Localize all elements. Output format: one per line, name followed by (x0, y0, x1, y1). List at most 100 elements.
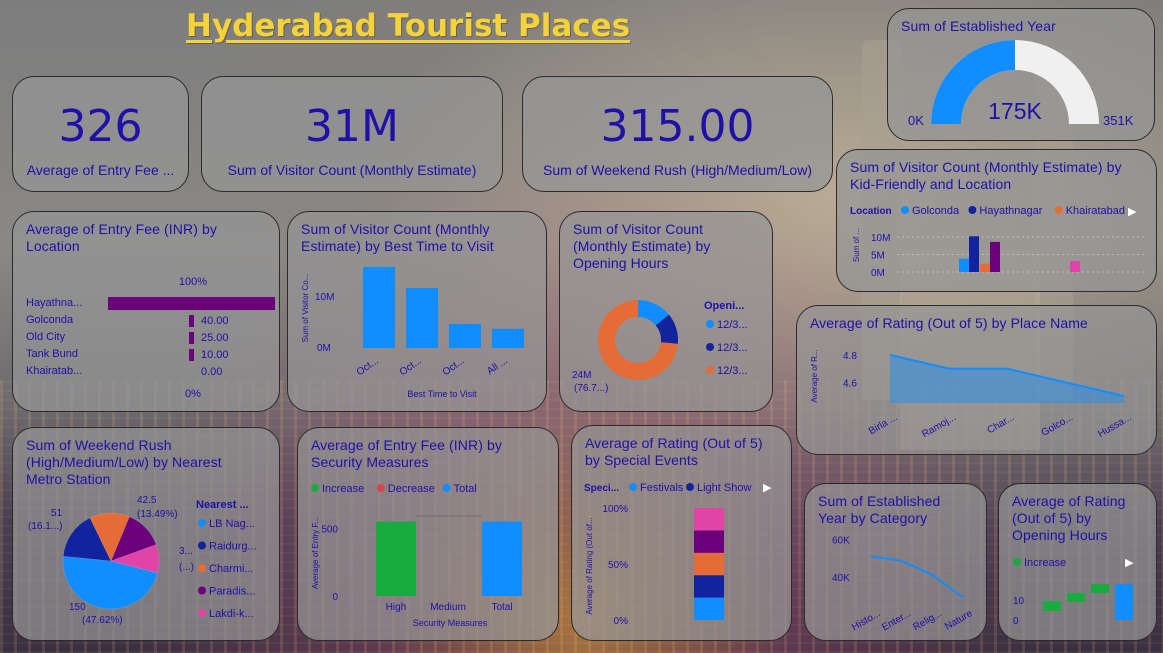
bar (363, 267, 395, 348)
pie-slice (89, 512, 130, 562)
pie-chart: 150 (47.62%) 51 (16.1...) 42.5 (13.49%) 3... (.… (28, 495, 257, 626)
chart-card-entry-fee-by-location[interactable]: Average of Entry Fee (INR) by Location 1… (12, 211, 280, 412)
kpi-value: 315.00 (600, 101, 755, 152)
pie-slice (110, 544, 160, 574)
data-label: 3... (179, 546, 193, 557)
legend-label: Increase (1024, 557, 1066, 569)
legend-dot (1054, 206, 1063, 214)
chart-card-rating-by-place[interactable]: Average of Rating (Out of 5) by Place Na… (796, 305, 1157, 455)
data-label: 0.00 (201, 366, 222, 378)
category-label: Hayathna... (26, 297, 82, 309)
stacked-segment (694, 552, 724, 576)
y-tick-label: 0M (871, 268, 885, 279)
waterfall-step (1043, 601, 1061, 611)
horizontal-bar-chart: 100% 0% Hayathna... Golconda 40.00 Old City 25… (26, 276, 275, 400)
legend-label: Lakdi-k... (209, 608, 254, 620)
data-label-percent: (76.7...) (574, 383, 608, 394)
stacked-segment (694, 575, 724, 598)
y-tick-label: 0M (317, 343, 331, 354)
axis-percent-bottom: 0% (185, 388, 201, 400)
chart-card-visitors-by-kid-friendly[interactable]: Sum of Visitor Count (Monthly Estimate) … (836, 149, 1157, 292)
x-axis-title: Best Time to Visit (407, 389, 477, 399)
legend-label: Hayathnagar (979, 205, 1042, 217)
axis-percent-top: 100% (179, 276, 207, 288)
bar (980, 263, 990, 272)
legend-label: Raidurg... (209, 541, 257, 553)
x-tick-label: Hussa... (1096, 412, 1133, 440)
legend-dot (629, 483, 637, 491)
bar (189, 332, 194, 344)
legend-dot (968, 206, 977, 214)
page-title: Hyderabad Tourist Places (186, 8, 631, 44)
chart-card-established-by-category[interactable]: Sum of Established Year by Category 40K 6… (804, 483, 987, 641)
gauge-value: 175K (988, 98, 1042, 124)
data-label: 150 (69, 602, 86, 613)
chart-title: Sum of Established Year by Category (818, 493, 941, 526)
data-label: 10.00 (201, 349, 229, 361)
legend-dot (198, 609, 206, 617)
chart-card-visitors-by-opening-hours[interactable]: Sum of Visitor Count (Monthly Estimate) … (559, 211, 773, 412)
bar (189, 349, 194, 361)
x-tick-label: Nature (943, 608, 975, 633)
category-label: Golconda (26, 314, 74, 326)
chart-title: Sum of Weekend Rush (High/Medium/Low) by… (26, 437, 222, 487)
legend-dot (198, 541, 206, 550)
waterfall-step (1115, 584, 1133, 620)
category-label: Old City (26, 331, 66, 343)
legend-dot (198, 519, 206, 527)
legend-label: Total (454, 483, 477, 495)
chart-card-weekend-rush-by-metro[interactable]: Sum of Weekend Rush (High/Medium/Low) by… (12, 427, 280, 641)
x-tick-label: High (386, 602, 407, 613)
waterfall-step (1067, 593, 1085, 602)
bar (189, 315, 194, 327)
y-tick-label: 5M (871, 251, 885, 262)
series-line (870, 555, 964, 599)
bar (108, 297, 275, 310)
kpi-card-entry-fee[interactable]: 326 Average of Entry Fee ... (12, 76, 189, 192)
legend-label: 12/3... (717, 342, 748, 354)
stacked-segment (694, 597, 724, 620)
gauge-card-established-year[interactable]: Sum of Established Year 175K 0K 351K (887, 8, 1155, 141)
data-label-percent: (13.49%) (137, 509, 178, 520)
chart-card-rating-by-opening-hours[interactable]: Average of Rating (Out of 5) by Opening … (998, 483, 1157, 641)
stacked-bar-chart: Speci... Festivals Light Show ▶ Average of R… (584, 482, 772, 627)
chart-title: Average of Rating (Out of 5) by Special … (585, 435, 763, 468)
bar (406, 288, 438, 348)
x-tick-label: Ramoj... (920, 412, 958, 440)
legend-next-arrow-icon: ▶ (763, 482, 772, 494)
y-tick-label: 10M (871, 233, 890, 244)
legend-dot (706, 366, 714, 374)
chart-card-visitors-by-best-time[interactable]: Sum of Visitor Count (Monthly Estimate) … (287, 211, 547, 412)
legend-label: Golconda (912, 205, 960, 217)
chart-title: Sum of Visitor Count (Monthly Estimate) … (850, 159, 1122, 192)
bar (376, 521, 416, 596)
clustered-bar-chart: Location Golconda Hayathnagar Khairatabad ▶ S… (850, 205, 1147, 279)
legend-title: Openi... (704, 300, 744, 312)
chart-card-rating-by-special-events[interactable]: Average of Rating (Out of 5) by Special … (571, 425, 792, 641)
donut-slice (655, 314, 678, 344)
data-label-percent: (...) (179, 562, 194, 573)
bar (969, 236, 979, 272)
bar (482, 521, 522, 596)
x-tick-label: Oct... (398, 355, 424, 378)
pie-slice (62, 517, 112, 562)
y-tick-label: 100% (602, 504, 628, 515)
legend-dot (706, 343, 714, 351)
legend-dot (198, 564, 206, 572)
waterfall-chart: Increase ▶ 0 10 (1013, 557, 1134, 627)
area-chart: Average of R... 4.6 4.8 Birla ... Ramoj... Ch… (810, 349, 1134, 440)
legend-label: Increase (322, 483, 364, 495)
kpi-card-visitor-count[interactable]: 31M Sum of Visitor Count (Monthly Estima… (201, 76, 503, 192)
stacked-segment (694, 508, 724, 531)
chart-title: Average of Rating (Out of 5) by Opening … (1012, 493, 1126, 543)
x-tick-label: Oct... (355, 355, 381, 378)
legend-dot (1013, 558, 1021, 566)
chart-card-entry-fee-by-security[interactable]: Average of Entry Fee (INR) by Security M… (297, 427, 559, 641)
legend-dot (686, 483, 694, 491)
y-tick-label: 0 (332, 592, 338, 603)
kpi-card-weekend-rush[interactable]: 315.00 Sum of Weekend Rush (High/Medium/… (522, 76, 833, 192)
y-axis-title: Average of R... (810, 349, 819, 402)
data-label: 42.5 (137, 495, 157, 506)
legend-label: Decrease (388, 483, 435, 495)
x-tick-label: Birla ... (867, 412, 899, 437)
